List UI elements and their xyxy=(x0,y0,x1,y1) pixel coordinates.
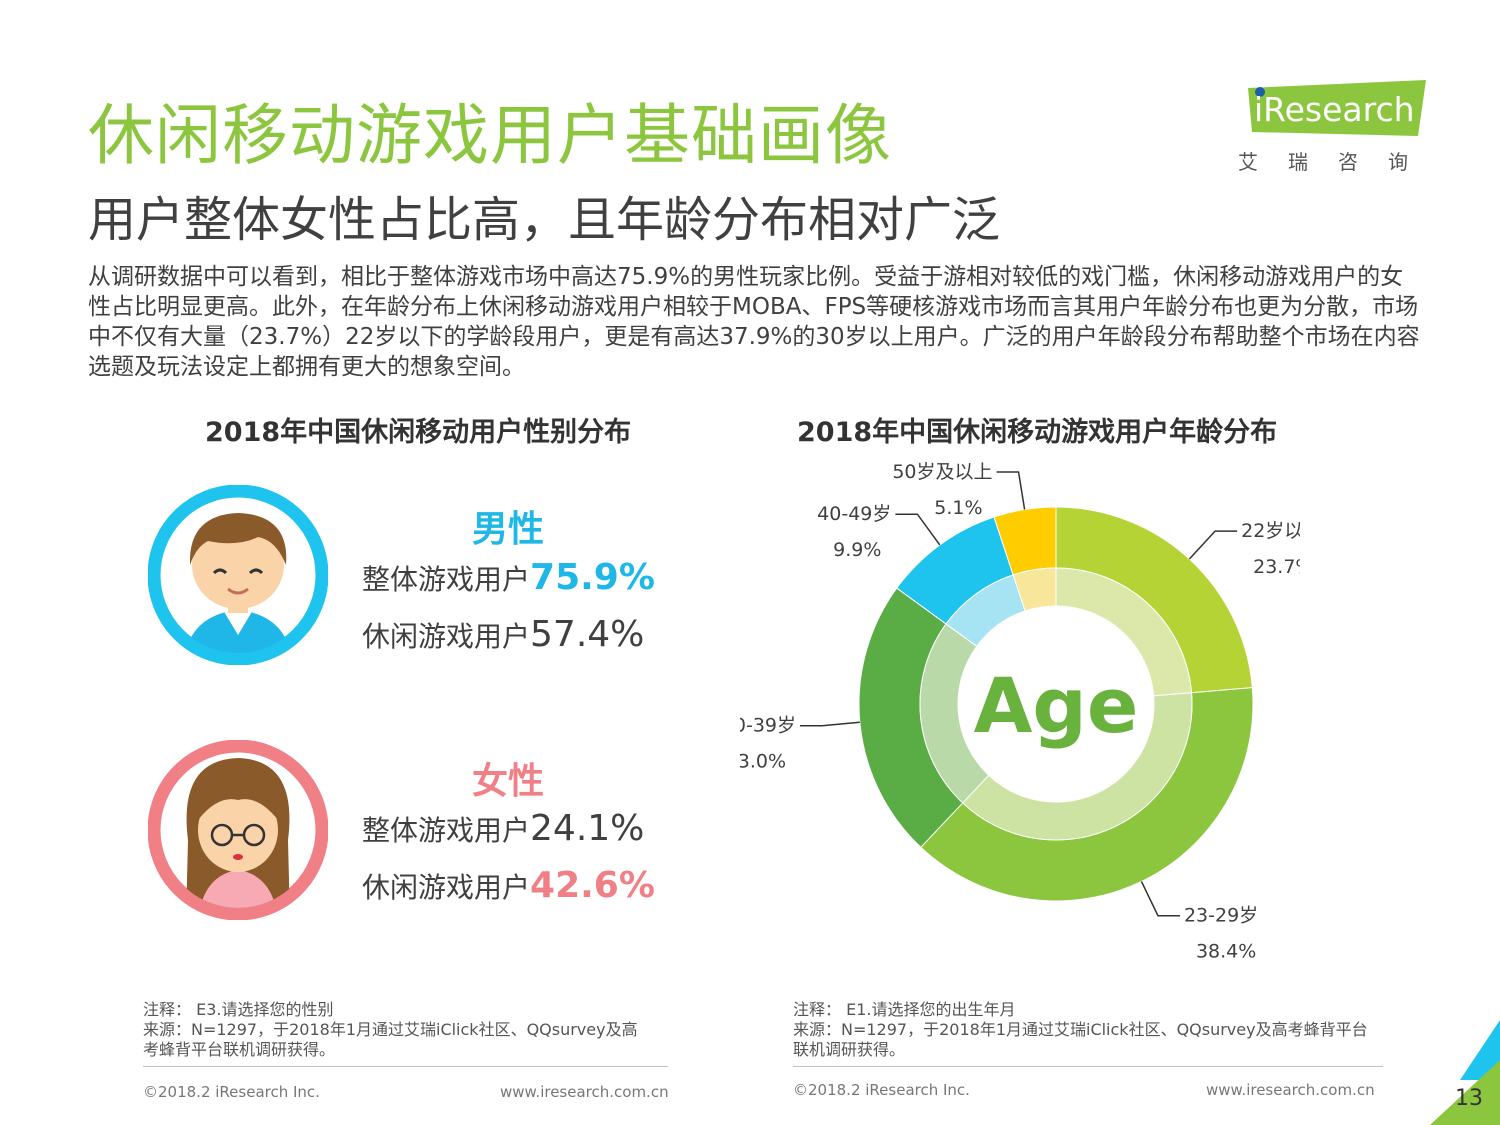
leader-line-30-39 xyxy=(800,721,860,727)
slice-value-label: 23.0% xyxy=(740,751,786,773)
gender-notes: 注释： E3.请选择您的性别 来源：N=1297，于2018年1月通过艾瑞iCl… xyxy=(143,1000,643,1060)
slice-category-label: 23-29岁 xyxy=(1184,905,1258,927)
gender-source: 来源：N=1297，于2018年1月通过艾瑞iClick社区、QQsurvey及… xyxy=(143,1020,638,1059)
logo-banner xyxy=(1248,80,1426,136)
age-chart-title: 2018年中国休闲移动游戏用户年龄分布 xyxy=(797,417,1278,448)
leader-line-23-29 xyxy=(1140,881,1180,917)
slice-value-label: 5.1% xyxy=(934,497,982,519)
male-casual-value: 57.4% xyxy=(530,614,645,655)
slice-value-label: 9.9% xyxy=(833,539,881,561)
age-source: 来源：N=1297，于2018年1月通过艾瑞iClick社区、QQsurvey及… xyxy=(793,1020,1368,1059)
male-casual-label: 休闲游戏用户 xyxy=(362,620,531,653)
center-age-label: Age xyxy=(974,661,1139,750)
female-casual-value: 42.6% xyxy=(530,865,655,906)
female-casual-label: 休闲游戏用户 xyxy=(362,871,531,904)
slice-category-label: 30-39岁 xyxy=(740,715,796,737)
iresearch-logo: iResearch 艾瑞咨询 xyxy=(1238,80,1428,175)
right-url: www.iresearch.com.cn xyxy=(1206,1081,1375,1099)
logo-chinese: 艾瑞咨询 xyxy=(1238,150,1438,174)
page-number: 13 xyxy=(1455,1086,1483,1111)
logo-wordmark: iResearch xyxy=(1254,90,1415,129)
page-title: 休闲移动游戏用户基础画像 xyxy=(88,97,892,174)
female-label: 女性 xyxy=(472,761,545,802)
slice-category-label: 40-49岁 xyxy=(817,503,891,525)
right-divider xyxy=(793,1066,1383,1067)
female-casual-row: 休闲游戏用户42.6% xyxy=(362,865,655,906)
right-copyright: ©2018.2 iResearch Inc. xyxy=(793,1081,970,1099)
male-overall-row: 整体游戏用户75.9% xyxy=(362,557,655,598)
male-overall-label: 整体游戏用户 xyxy=(362,563,531,596)
left-copyright: ©2018.2 iResearch Inc. xyxy=(143,1083,320,1101)
female-overall-row: 整体游戏用户24.1% xyxy=(362,808,644,849)
slice-value-label: 23.7% xyxy=(1253,556,1300,578)
gender-chart-title: 2018年中国休闲移动用户性别分布 xyxy=(205,417,632,448)
female-overall-label: 整体游戏用户 xyxy=(362,814,531,847)
age-notes: 注释： E1.请选择您的出生年月 来源：N=1297，于2018年1月通过艾瑞i… xyxy=(793,1000,1373,1060)
gender-note: 注释： E3.请选择您的性别 xyxy=(143,1000,334,1019)
donut-hole xyxy=(958,606,1154,802)
male-casual-row: 休闲游戏用户57.4% xyxy=(362,614,644,655)
age-note: 注释： E1.请选择您的出生年月 xyxy=(793,1000,1016,1019)
left-divider xyxy=(143,1066,668,1067)
slice-category-label: 22岁以下 xyxy=(1241,520,1300,542)
male-overall-value: 75.9% xyxy=(530,557,655,598)
leader-line-40-49 xyxy=(895,513,941,546)
slice-category-label: 50岁及以上 xyxy=(892,461,992,483)
body-paragraph: 从调研数据中可以看到，相比于整体游戏市场中高达75.9%的男性玩家比例。受益于游… xyxy=(88,264,1420,380)
corner-decoration xyxy=(1430,1020,1500,1125)
female-overall-value: 24.1% xyxy=(530,808,645,849)
male-avatar-icon xyxy=(148,485,328,665)
slice-value-label: 38.4% xyxy=(1196,941,1256,960)
male-label: 男性 xyxy=(472,509,545,550)
left-url: www.iresearch.com.cn xyxy=(500,1083,669,1101)
leader-line-under22 xyxy=(1188,530,1238,560)
leader-line-50plus xyxy=(996,471,1026,510)
age-donut-chart: Age 22岁以下 23.7% 23-29岁 38.4% 30-39岁 23.0% 40-4… xyxy=(740,461,1300,960)
female-avatar-icon xyxy=(148,740,328,920)
page-subtitle: 用户整体女性占比高，且年龄分布相对广泛 xyxy=(88,192,1001,248)
